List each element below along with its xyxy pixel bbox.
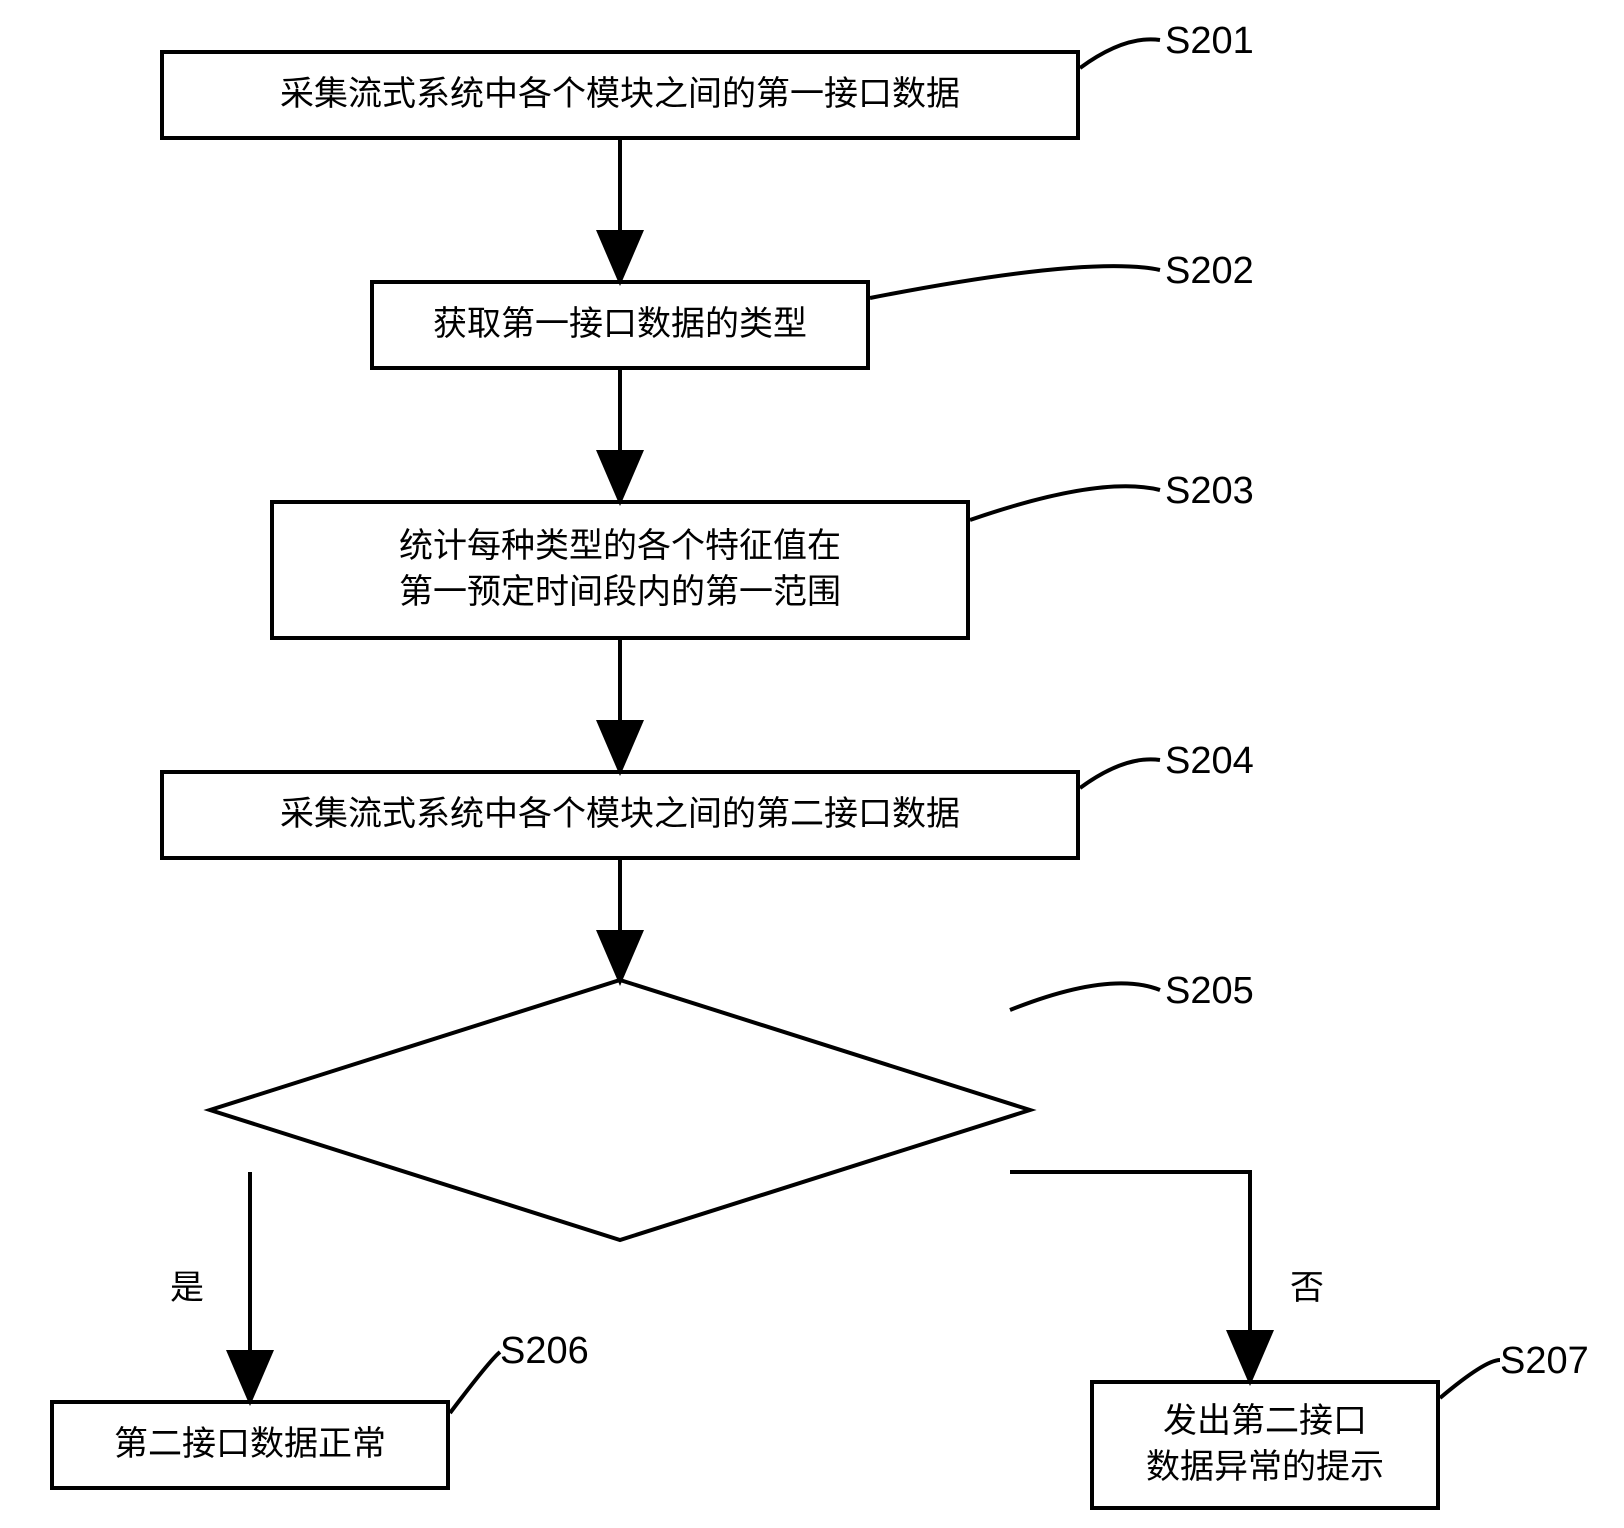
label-s207: S207 [1500,1340,1589,1383]
node-s202-text: 获取第一接口数据的类型 [433,302,807,348]
callout-s201 [1080,39,1160,68]
node-s205: 确定第二接口数据的特征值是否在第一范围内 [350,1040,890,1160]
label-s205: S205 [1165,970,1254,1013]
callout-s206 [450,1352,500,1413]
label-s201: S201 [1165,20,1254,63]
label-s203: S203 [1165,470,1254,513]
arrows-layer [0,0,1624,1528]
label-s206: S206 [500,1330,589,1373]
edge-no-label: 否 [1290,1260,1324,1309]
diamond-s205-shape [210,980,1030,1240]
node-s206-text: 第二接口数据正常 [114,1422,386,1468]
node-s204: 采集流式系统中各个模块之间的第二接口数据 [160,770,1080,860]
node-s206: 第二接口数据正常 [50,1400,450,1490]
node-s205-text: 确定第二接口数据的特征值是否在第一范围内 [433,1054,807,1146]
label-s202: S202 [1165,250,1254,293]
node-s203: 统计每种类型的各个特征值在第一预定时间段内的第一范围 [270,500,970,640]
edge-yes-label: 是 [170,1260,204,1309]
node-s201-text: 采集流式系统中各个模块之间的第一接口数据 [280,72,960,118]
flowchart-canvas: 采集流式系统中各个模块之间的第一接口数据 S201 获取第一接口数据的类型 S2… [0,0,1624,1528]
node-s203-text: 统计每种类型的各个特征值在第一预定时间段内的第一范围 [399,524,841,616]
edge-s205-s207 [1010,1172,1250,1378]
callout-s207 [1440,1360,1500,1398]
node-s204-text: 采集流式系统中各个模块之间的第二接口数据 [280,792,960,838]
callout-s202 [870,266,1160,298]
callout-s205 [1010,983,1160,1010]
node-s207: 发出第二接口数据异常的提示 [1090,1380,1440,1510]
callout-s203 [970,486,1160,520]
label-s204: S204 [1165,740,1254,783]
node-s201: 采集流式系统中各个模块之间的第一接口数据 [160,50,1080,140]
callout-s204 [1080,759,1160,788]
node-s207-text: 发出第二接口数据异常的提示 [1146,1399,1384,1491]
node-s202: 获取第一接口数据的类型 [370,280,870,370]
